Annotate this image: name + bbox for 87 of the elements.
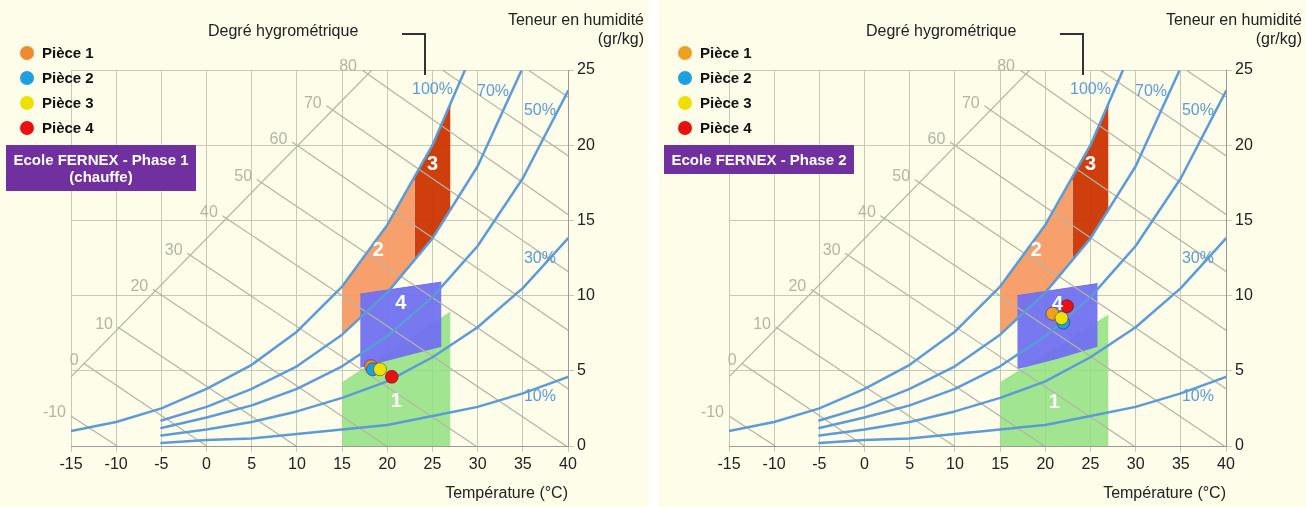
x-tick-label: 15 (991, 455, 1010, 473)
series-label: 3 (426, 151, 439, 174)
series-label: 0 (69, 350, 79, 368)
x-tick-label: 30 (1126, 455, 1145, 473)
x-tick-label: 35 (1171, 455, 1190, 473)
y-tick-label: 0 (1235, 436, 1244, 454)
series-label: 60 (269, 129, 288, 147)
legend-label: Pièce 4 (42, 119, 94, 136)
x-tick-label: 15 (333, 455, 352, 473)
series-label: -10 (42, 403, 67, 421)
series-label: 4 (395, 290, 408, 313)
series-label: -10 (700, 403, 725, 421)
x-tick-label: -5 (812, 455, 827, 473)
text: Degré hygrométrique (866, 22, 1017, 40)
y-tick-label: 25 (1235, 60, 1253, 78)
x-tick-label: 30 (468, 455, 487, 473)
legend-label: Pièce 4 (700, 119, 752, 136)
legend-label: Pièce 1 (42, 44, 94, 61)
series-label: 2 (1030, 237, 1042, 260)
series-label: 20 (130, 276, 149, 294)
series-label: 70 (961, 93, 980, 111)
x-tick-label: 0 (202, 455, 212, 473)
series-label: 50 (234, 167, 253, 185)
y-tick-label: 15 (1235, 210, 1253, 228)
x-tick-label: 5 (905, 455, 915, 473)
text: Degré hygrométrique (208, 22, 359, 40)
legend-label: Pièce 2 (42, 69, 94, 86)
x-tick-label: 20 (1036, 455, 1055, 473)
series-label: 40 (200, 203, 218, 221)
x-tick-label: -5 (154, 455, 169, 473)
legend-label: Pièce 2 (700, 69, 752, 86)
series-label: 80 (339, 57, 358, 75)
series-label: 80 (997, 57, 1016, 75)
y-tick-label: 20 (577, 135, 595, 153)
y-axis-title: Teneur en humidité (gr/kg) (506, 10, 644, 48)
x-tick-label: 25 (423, 455, 442, 473)
series-label: 10 (95, 314, 114, 332)
series-label: 50 (892, 167, 911, 185)
series-label: 50% (1181, 101, 1214, 119)
series-label: 100% (1070, 80, 1111, 98)
x-tick-label: 40 (1217, 455, 1235, 473)
series-label: 50% (523, 101, 556, 119)
series-label: 10% (1181, 387, 1214, 405)
x-tick-label: -15 (59, 455, 83, 473)
y-tick-label: 5 (1235, 361, 1244, 379)
series-label: 10% (523, 387, 556, 405)
x-axis-title: Température (°C) (445, 483, 568, 501)
series-label: 20 (788, 276, 807, 294)
series-label: 1 (390, 389, 402, 412)
x-axis-title: Température (°C) (1103, 483, 1226, 501)
y-tick-label: 15 (577, 210, 595, 228)
x-tick-label: 5 (247, 455, 257, 473)
series-label: 70% (476, 81, 510, 99)
y-tick-label: 10 (577, 286, 595, 304)
legend-label: Pièce 3 (700, 94, 752, 111)
x-tick-label: -10 (104, 455, 128, 473)
y-axis-title: Teneur en humidité (gr/kg) (1164, 10, 1302, 48)
x-tick-label: 40 (559, 455, 577, 473)
series-label: 70% (1134, 81, 1168, 99)
x-tick-label: 10 (946, 455, 964, 473)
series-label: 70 (303, 93, 322, 111)
series-label: 0 (727, 350, 737, 368)
series-label: 3 (1084, 151, 1097, 174)
text: Ecole FERNEX - Phase 1 (chauffe) (6, 145, 196, 191)
series-label: 60 (927, 129, 946, 147)
series-label: 10 (753, 314, 772, 332)
y-tick-label: 20 (1235, 135, 1253, 153)
y-tick-label: 25 (577, 60, 595, 78)
legend-label: Pièce 3 (42, 94, 94, 111)
x-tick-label: -10 (762, 455, 786, 473)
x-tick-label: 0 (860, 455, 870, 473)
series-label: 30 (164, 240, 183, 258)
legend-label: Pièce 1 (700, 44, 752, 61)
x-tick-label: -15 (717, 455, 741, 473)
series-label: 2 (372, 237, 384, 260)
text: Ecole FERNEX - Phase 2 (664, 145, 854, 174)
x-tick-label: 35 (513, 455, 532, 473)
series-label: 1 (1048, 389, 1060, 412)
series-label: 100% (412, 80, 453, 98)
series-label: 40 (858, 203, 876, 221)
x-tick-label: 20 (378, 455, 397, 473)
y-tick-label: 5 (577, 361, 586, 379)
y-tick-label: 0 (577, 436, 586, 454)
series-label: 30 (822, 240, 841, 258)
y-tick-label: 10 (1235, 286, 1253, 304)
x-tick-label: 25 (1081, 455, 1100, 473)
x-tick-label: 10 (288, 455, 306, 473)
